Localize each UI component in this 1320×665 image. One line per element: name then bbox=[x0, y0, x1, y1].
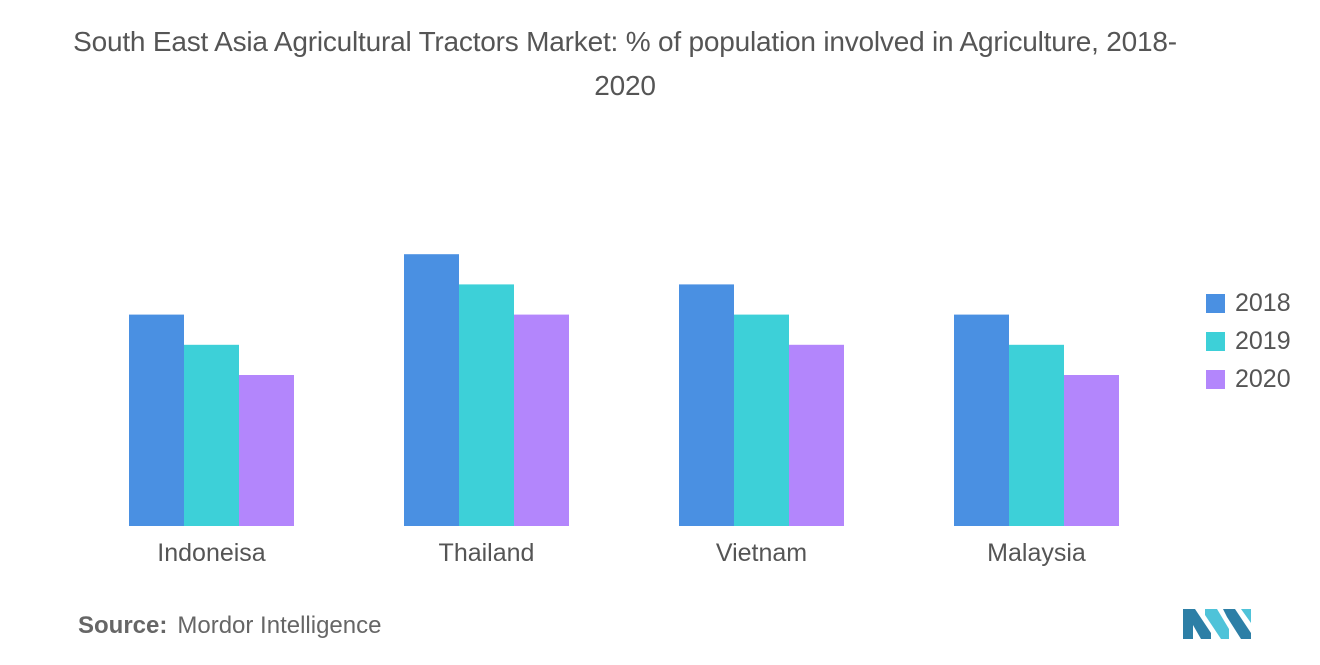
chart-title: South East Asia Agricultural Tractors Ma… bbox=[73, 26, 1177, 101]
legend-item-2020: 2020 bbox=[1206, 360, 1291, 398]
legend-label-2019: 2019 bbox=[1235, 326, 1291, 355]
bar-thailand-2020 bbox=[514, 314, 569, 526]
bar-malaysia-2020 bbox=[1064, 375, 1119, 526]
bar-thailand-2018 bbox=[404, 254, 459, 526]
source-note: Source: Mordor Intelligence bbox=[78, 612, 381, 640]
legend-swatch-2018 bbox=[1206, 293, 1225, 313]
bar-indoneisa-2018 bbox=[129, 314, 184, 526]
x-tick-label-thailand: Thailand bbox=[439, 539, 535, 567]
legend-label-2020: 2020 bbox=[1235, 364, 1291, 393]
legend-swatch-2019 bbox=[1206, 331, 1225, 351]
x-tick-label-malaysia: Malaysia bbox=[987, 539, 1086, 567]
legend: 2018 2019 2020 bbox=[1206, 284, 1291, 398]
source-text: Mordor Intelligence bbox=[177, 612, 382, 639]
x-axis-labels: Indoneisa Thailand Vietnam Malaysia bbox=[157, 539, 1086, 567]
logo-shape-mid bbox=[1205, 609, 1229, 639]
logo-shape-left bbox=[1183, 609, 1211, 639]
legend-item-2018: 2018 bbox=[1206, 284, 1291, 322]
source-label: Source: bbox=[78, 612, 168, 639]
bar-thailand-2019 bbox=[459, 284, 514, 526]
bar-indoneisa-2019 bbox=[184, 344, 239, 526]
legend-label-2018: 2018 bbox=[1235, 288, 1291, 317]
bars-layer bbox=[129, 254, 1119, 526]
x-tick-label-vietnam: Vietnam bbox=[716, 539, 807, 567]
bar-indoneisa-2020 bbox=[239, 375, 294, 526]
bar-vietnam-2020 bbox=[789, 344, 844, 526]
bar-vietnam-2018 bbox=[679, 284, 734, 526]
legend-item-2019: 2019 bbox=[1206, 322, 1291, 360]
bar-malaysia-2019 bbox=[1009, 344, 1064, 526]
logo-shape-right bbox=[1223, 609, 1251, 639]
bar-malaysia-2018 bbox=[954, 314, 1009, 526]
bar-vietnam-2019 bbox=[734, 314, 789, 526]
legend-swatch-2020 bbox=[1206, 369, 1225, 389]
logo-shape-edge bbox=[1241, 609, 1251, 623]
mordor-intelligence-logo bbox=[1183, 609, 1251, 639]
x-tick-label-indoneisa: Indoneisa bbox=[157, 539, 266, 567]
